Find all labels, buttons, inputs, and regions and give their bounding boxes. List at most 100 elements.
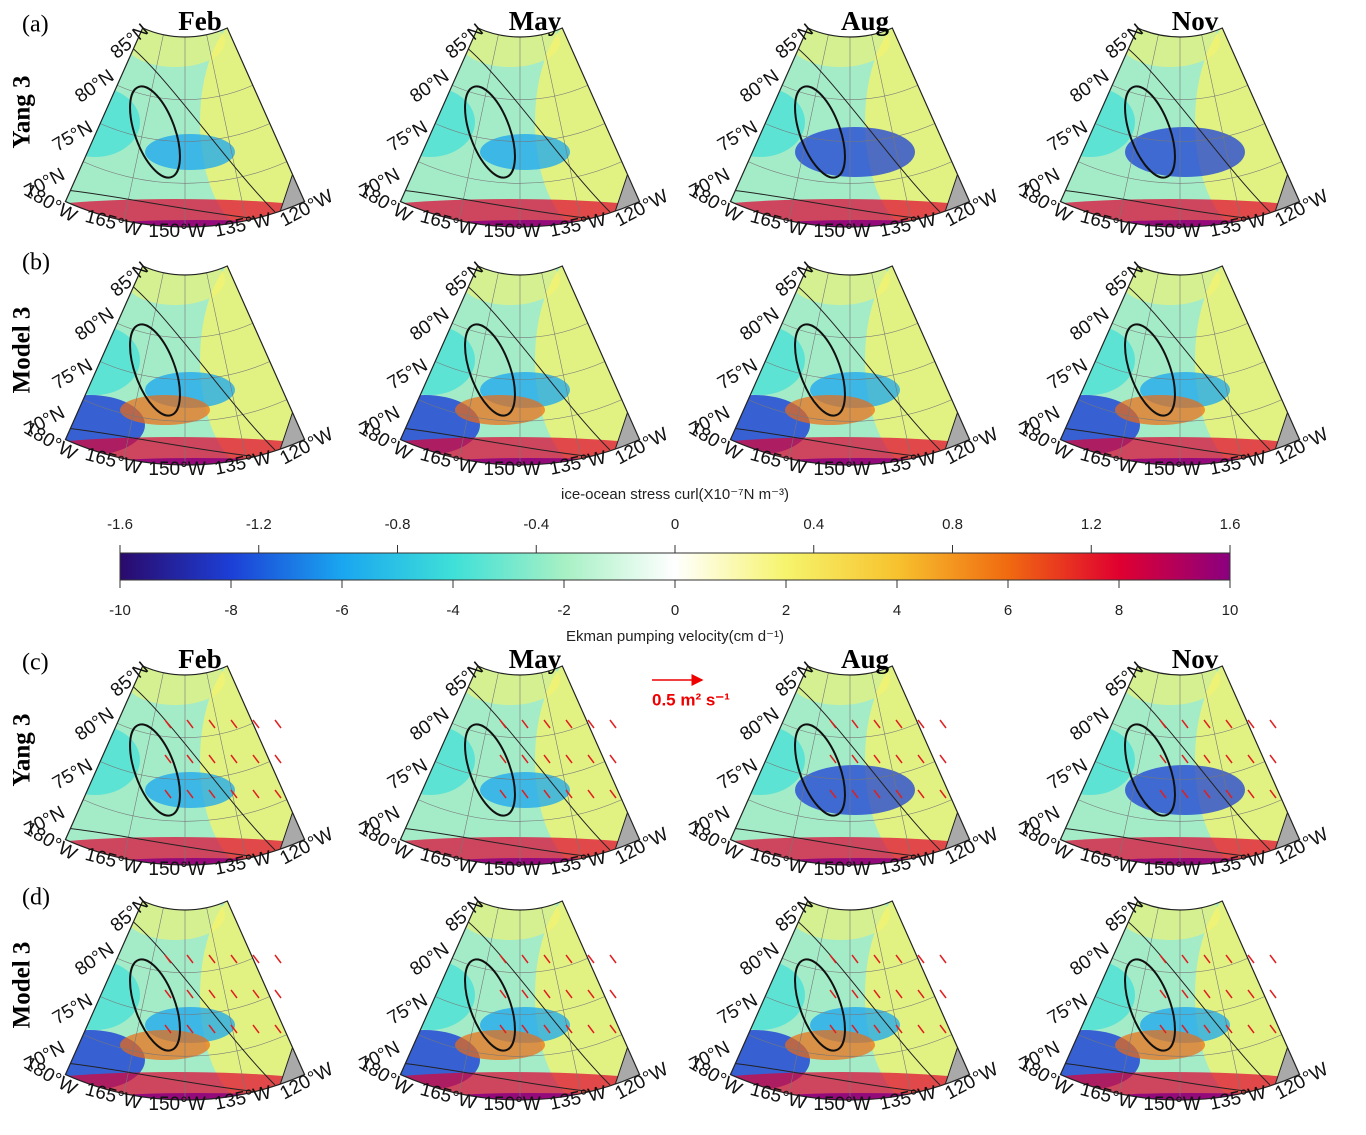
stress-vector [939, 789, 947, 799]
stress-vector [851, 989, 859, 999]
longitude-label: 150°W [483, 1094, 540, 1115]
stress-vector [543, 954, 551, 964]
longitude-line [871, 34, 912, 221]
panel-frame [1059, 665, 1301, 866]
panel-label: (c) [22, 650, 49, 676]
longitude-line [206, 34, 247, 221]
stress-vector [252, 789, 260, 799]
stress-vector [543, 989, 551, 999]
stress-vector [1203, 954, 1211, 964]
colorbar-top-tick-label: -0.8 [385, 516, 411, 533]
stress-vector [1181, 719, 1189, 729]
colorbar-top-tick-label: 1.2 [1081, 516, 1102, 533]
stress-vector [587, 789, 595, 799]
longitude-label: 150°W [1143, 459, 1200, 480]
stress-vector [1225, 789, 1233, 799]
contour [1124, 85, 1176, 179]
colorbar-top-tick-label: 0.8 [942, 516, 963, 533]
longitude-line [1201, 34, 1242, 221]
colorbar-top-tick-label: 1.6 [1220, 516, 1241, 533]
stress-vector [230, 789, 238, 799]
longitude-line [788, 907, 829, 1094]
stress-vector [1225, 954, 1233, 964]
land [460, 881, 580, 890]
panel-label: (d) [22, 885, 50, 911]
stress-vector [1203, 1024, 1211, 1034]
row-model-label: Model 3 [9, 307, 36, 394]
longitude-line [541, 907, 582, 1094]
longitude-line [541, 672, 582, 859]
stress-vector [521, 1024, 529, 1034]
stress-vector [873, 719, 881, 729]
stress-vector [208, 1024, 216, 1034]
contour [794, 723, 846, 817]
stress-vector [499, 1024, 507, 1034]
longitude-label: 150°W [1143, 859, 1200, 880]
row-model-label: Model 3 [9, 942, 36, 1029]
land [790, 881, 910, 890]
colorbar-top-tick-label: 0.4 [803, 516, 824, 533]
stress-vector [1269, 754, 1277, 764]
panel-frame [1059, 900, 1301, 1101]
stress-vector [252, 989, 260, 999]
stress-vector [274, 989, 282, 999]
panel-label: (b) [22, 250, 50, 276]
contour [730, 424, 951, 461]
longitude-label: 150°W [483, 859, 540, 880]
longitude-label: 150°W [1143, 221, 1200, 242]
longitude-line [123, 907, 164, 1094]
longitude-label: 150°W [148, 1094, 205, 1115]
contour [730, 824, 951, 861]
contour [65, 424, 286, 461]
colorbar-top-label: ice-ocean stress curl(X10⁻⁷N m⁻³) [561, 486, 789, 503]
contour [1124, 958, 1176, 1052]
stress-vector [565, 719, 573, 729]
stress-vector [543, 1024, 551, 1034]
negative-region [1125, 765, 1245, 815]
negative-region [480, 134, 570, 170]
stress-vector [1247, 989, 1255, 999]
longitude-line [1118, 907, 1159, 1094]
stress-vector [186, 754, 194, 764]
land [125, 481, 245, 490]
stress-vector [609, 789, 617, 799]
land [460, 243, 580, 252]
contour [1060, 186, 1281, 223]
stress-vector [873, 754, 881, 764]
stress-vector [208, 789, 216, 799]
colorbar-top-tick-label: -0.4 [523, 516, 549, 533]
contour [730, 1059, 951, 1096]
stress-vector [1159, 989, 1167, 999]
longitude-line [1201, 272, 1242, 459]
stress-vector [587, 1024, 595, 1034]
contour [400, 424, 621, 461]
land [125, 881, 245, 890]
longitude-label: 150°W [483, 221, 540, 242]
longitude-line [458, 672, 499, 859]
contour [459, 679, 611, 851]
stress-vector [1247, 719, 1255, 729]
colorbar-bottom-tick-label: 0 [671, 602, 679, 619]
panel-frame [729, 665, 971, 866]
stress-vector [1269, 954, 1277, 964]
stress-vector [1225, 754, 1233, 764]
contour [794, 958, 846, 1052]
stress-vector [851, 754, 859, 764]
stress-vector [1269, 719, 1277, 729]
colorbar-bottom-tick-label: 10 [1222, 602, 1239, 619]
colorbar-bottom-label: Ekman pumping velocity(cm d⁻¹) [566, 628, 784, 645]
stress-vector [521, 754, 529, 764]
stress-vector [873, 989, 881, 999]
stress-vector [895, 989, 903, 999]
colorbar-top-tick-label: 0 [671, 516, 679, 533]
panel-frame [1059, 27, 1301, 228]
stress-vector [543, 719, 551, 729]
row-model-label: Yang 3 [9, 714, 36, 787]
stress-vector [1225, 1024, 1233, 1034]
contour [730, 186, 951, 223]
stress-vector [274, 954, 282, 964]
longitude-line [871, 272, 912, 459]
panel-frame [64, 900, 306, 1101]
